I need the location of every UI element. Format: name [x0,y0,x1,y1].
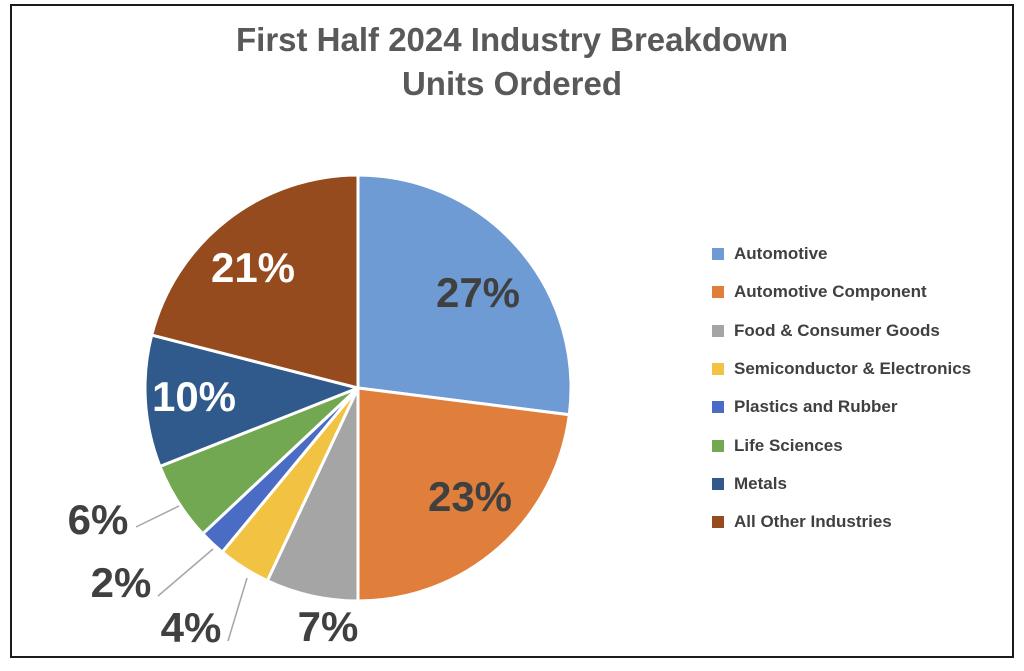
legend-label: All Other Industries [734,512,892,532]
legend-swatch-automotive-component [712,286,724,299]
legend-swatch-semiconductor-electronics [712,363,724,376]
leader-line-plastics-and-rubber [157,548,214,597]
legend-label: Semiconductor & Electronics [734,359,972,379]
legend-label: Plastics and Rubber [734,397,898,417]
data-label-life-sciences: 6% [67,496,129,543]
legend-swatch-life-sciences [712,439,724,452]
pie-slice-automotive [356,173,573,417]
legend-label: Food & Consumer Goods [734,320,940,340]
legend-item-semiconductor-electronics: Semiconductor & Electronics [712,350,971,388]
legend-item-life-sciences: Life Sciences [712,426,971,464]
legend-swatch-metals [712,477,724,490]
data-label-metals: 10% [151,373,237,420]
chart-title: First Half 2024 Industry Breakdown Units… [0,18,1024,106]
pie-slice-all-other-industries [150,173,360,390]
legend-label: Automotive [734,244,828,264]
data-label-automotive-component: 23% [427,473,513,520]
data-label-plastics-and-rubber: 2% [90,559,152,606]
chart-title-line2: Units Ordered [401,65,623,102]
legend-label: Life Sciences [734,435,843,455]
chart-title-line1: First Half 2024 Industry Breakdown [236,21,788,58]
legend-swatch-plastics-and-rubber [712,401,724,414]
legend-swatch-all-other-industries [712,516,724,529]
data-label-all-other-industries: 21% [210,244,296,291]
legend: Automotive Automotive Component Food & Con… [712,235,971,541]
leader-line-life-sciences [135,505,180,528]
legend-item-automotive: Automotive [712,235,971,273]
leader-line-semiconductor-electronics [227,577,248,642]
legend-item-all-other-industries: All Other Industries [712,503,971,541]
legend-swatch-food-consumer-goods [712,324,724,337]
pie-slice-automotive-component [356,386,571,603]
legend-item-metals: Metals [712,465,971,503]
legend-item-plastics-and-rubber: Plastics and Rubber [712,388,971,426]
data-label-food-consumer-goods: 7% [297,603,359,650]
data-label-semiconductor-electronics: 4% [160,604,222,651]
legend-label: Automotive Component [734,282,927,302]
legend-swatch-automotive [712,248,724,261]
legend-item-automotive-component: Automotive Component [712,273,971,311]
data-label-automotive: 27% [435,269,521,316]
pie-slice-metals [143,333,360,468]
legend-item-food-consumer-goods: Food & Consumer Goods [712,312,971,350]
legend-label: Metals [734,473,787,493]
